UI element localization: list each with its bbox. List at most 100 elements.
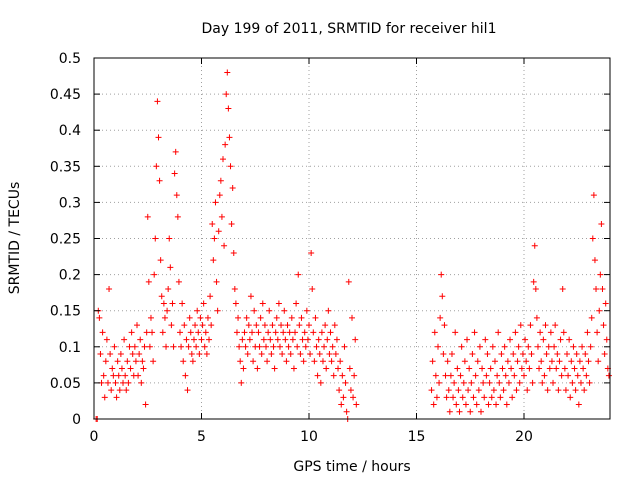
y-tick-label: 0.15 <box>50 304 81 320</box>
x-tick-label: 20 <box>515 429 533 445</box>
data-point <box>120 379 127 386</box>
y-tick-label: 0.45 <box>50 87 81 103</box>
data-point <box>439 293 446 300</box>
data-point <box>501 343 508 350</box>
data-point <box>491 358 498 365</box>
data-point <box>342 379 349 386</box>
data-point <box>533 314 540 321</box>
data-point <box>197 314 204 321</box>
data-point <box>204 314 211 321</box>
data-point <box>499 365 506 372</box>
data-point <box>113 394 120 401</box>
data-point <box>446 408 453 415</box>
y-tick-label: 0.05 <box>50 376 81 392</box>
data-point <box>149 329 156 336</box>
data-point <box>321 343 328 350</box>
data-point <box>246 336 253 343</box>
data-point <box>447 372 454 379</box>
data-point <box>457 372 464 379</box>
data-point <box>221 242 228 249</box>
data-point <box>539 379 546 386</box>
data-point <box>147 314 154 321</box>
data-point <box>588 314 595 321</box>
data-point <box>329 343 336 350</box>
data-point <box>153 163 160 170</box>
data-point <box>547 329 554 336</box>
data-point <box>343 408 350 415</box>
data-point <box>575 401 582 408</box>
data-point <box>323 365 330 372</box>
data-point <box>228 221 235 228</box>
data-point <box>523 358 530 365</box>
y-tick-label: 0.35 <box>50 159 81 175</box>
data-point <box>115 372 122 379</box>
data-point <box>269 322 276 329</box>
x-tick-labels: 0 5 10 15 20 <box>90 429 533 445</box>
data-point <box>596 307 603 314</box>
data-point <box>213 278 220 285</box>
data-point <box>165 286 172 293</box>
data-point <box>190 336 197 343</box>
data-point <box>500 387 507 394</box>
data-point <box>345 278 352 285</box>
data-point <box>214 307 221 314</box>
data-point <box>300 358 307 365</box>
data-point <box>336 387 343 394</box>
data-point <box>316 351 323 358</box>
data-point <box>195 329 202 336</box>
data-point <box>469 351 476 358</box>
data-point <box>182 372 189 379</box>
y-tick-label: 0.5 <box>59 51 81 67</box>
data-point <box>233 329 240 336</box>
data-point <box>605 372 612 379</box>
data-point <box>529 379 536 386</box>
data-point <box>152 235 159 242</box>
data-point <box>265 329 272 336</box>
data-point <box>116 387 123 394</box>
data-point <box>117 351 124 358</box>
data-point <box>576 358 583 365</box>
data-point <box>553 365 560 372</box>
data-point <box>201 343 208 350</box>
data-point <box>536 365 543 372</box>
data-point <box>199 322 206 329</box>
data-point <box>595 358 602 365</box>
data-point <box>97 351 104 358</box>
data-point <box>437 314 444 321</box>
data-point <box>597 271 604 278</box>
data-point <box>161 314 168 321</box>
data-point <box>110 372 117 379</box>
data-point <box>470 394 477 401</box>
data-point <box>514 358 521 365</box>
data-point <box>255 329 262 336</box>
data-point <box>589 235 596 242</box>
data-point <box>279 351 286 358</box>
data-point <box>243 314 250 321</box>
data-point <box>211 235 218 242</box>
data-point <box>220 156 226 163</box>
data-point <box>567 394 574 401</box>
data-point <box>569 379 576 386</box>
data-point <box>326 351 333 358</box>
data-point <box>244 351 251 358</box>
data-point <box>593 286 600 293</box>
data-point <box>181 322 188 329</box>
data-point <box>481 394 488 401</box>
data-point <box>216 192 223 199</box>
data-point <box>241 329 248 336</box>
data-point <box>351 372 358 379</box>
data-point <box>453 401 460 408</box>
data-point <box>118 365 125 372</box>
data-point <box>516 379 523 386</box>
data-point <box>159 329 166 336</box>
data-point <box>231 286 238 293</box>
data-point <box>508 365 515 372</box>
grid-lines <box>94 58 610 419</box>
data-point <box>441 322 448 329</box>
y-tick-label: 0.1 <box>59 340 81 356</box>
data-point <box>483 372 490 379</box>
data-point <box>428 387 435 394</box>
data-point <box>527 322 534 329</box>
data-point <box>235 314 242 321</box>
data-point <box>330 372 337 379</box>
